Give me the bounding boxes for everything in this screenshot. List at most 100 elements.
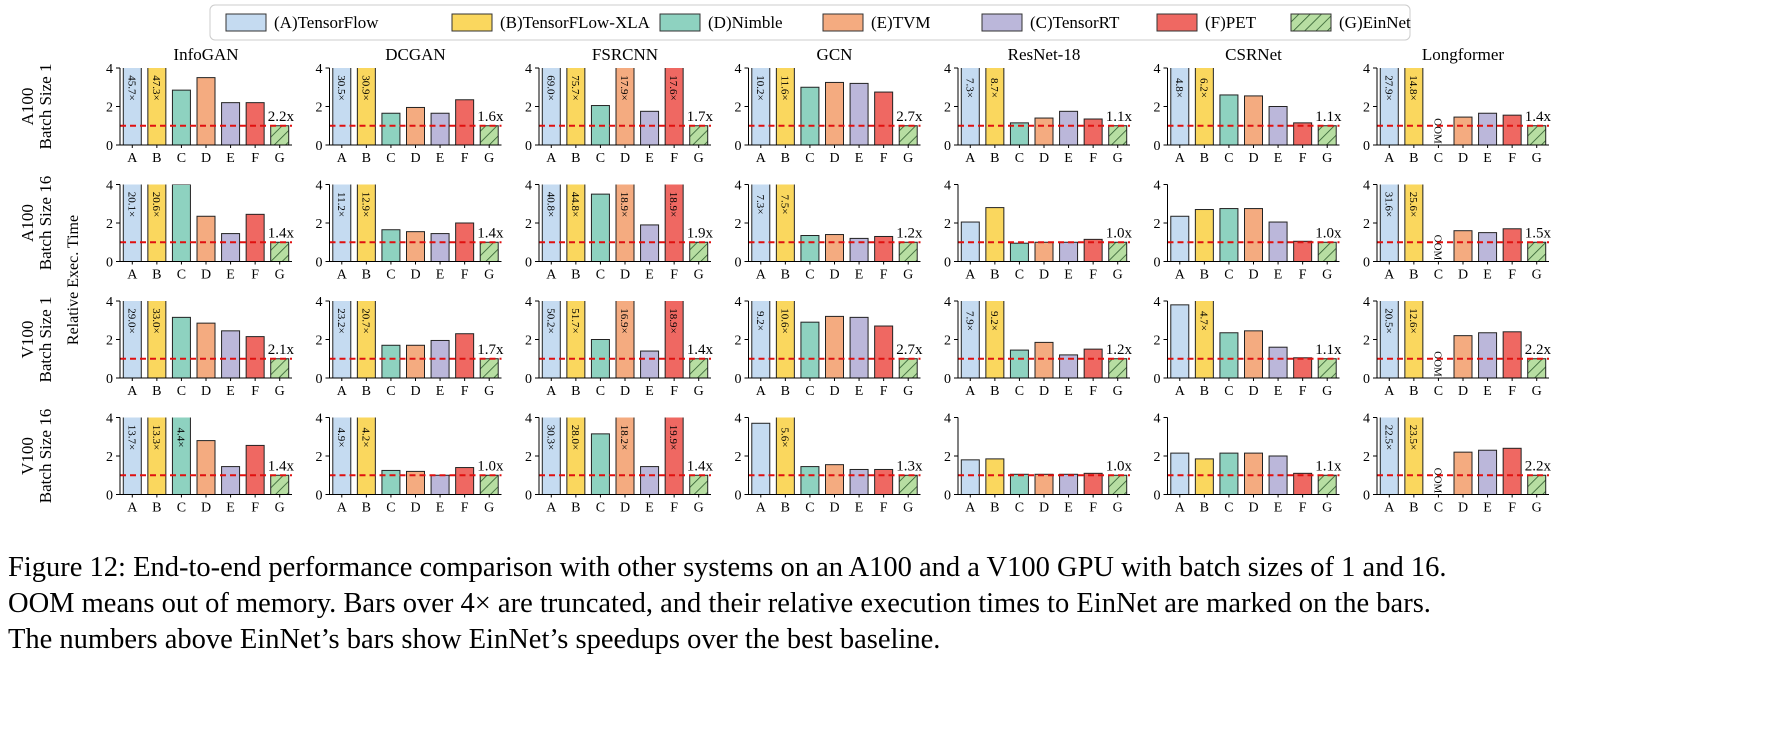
x-tick-label: G	[1113, 151, 1123, 166]
y-tick-label: 4	[944, 295, 951, 310]
x-tick-label: B	[781, 268, 790, 283]
value-label: 33.0×	[150, 308, 162, 333]
bar	[541, 68, 561, 145]
panel: 0 2 4 A B 5.6× C D E F G 1.3x	[735, 412, 924, 516]
y-tick-label: 2	[735, 334, 742, 349]
y-tick-label: 2	[1363, 450, 1370, 465]
value-label: 7.3×	[754, 195, 766, 215]
x-tick-label: G	[1532, 151, 1542, 166]
bar	[751, 68, 771, 145]
y-tick-label: 2	[316, 217, 323, 232]
value-label: 30.3×	[544, 425, 556, 450]
y-tick-label: 4	[106, 179, 113, 194]
value-label: 7.9×	[963, 311, 975, 331]
y-tick-label: 2	[1363, 101, 1370, 116]
speedup-label: 1.0x	[1106, 458, 1133, 474]
x-tick-label: A	[965, 501, 976, 516]
bar	[1527, 358, 1547, 378]
x-tick-label: D	[1248, 384, 1258, 399]
x-tick-label: D	[1458, 151, 1468, 166]
x-tick-label: G	[903, 384, 913, 399]
speedup-label: 1.5x	[1525, 225, 1552, 241]
x-tick-label: E	[645, 384, 654, 399]
bar	[1194, 458, 1214, 495]
bar	[1478, 332, 1498, 378]
x-tick-label: F	[1508, 151, 1516, 166]
bar	[1170, 452, 1190, 495]
x-tick-label: F	[880, 384, 888, 399]
bar	[1293, 240, 1313, 262]
bar	[196, 215, 216, 262]
y-tick-label: 2	[735, 101, 742, 116]
value-label: 17.6×	[667, 75, 679, 100]
speedup-label: 1.2x	[1106, 342, 1133, 358]
x-tick-label: E	[1064, 151, 1073, 166]
bar	[455, 467, 475, 495]
y-tick-label: 4	[525, 179, 532, 194]
x-tick-label: C	[177, 384, 186, 399]
y-tick-label: 4	[1154, 179, 1161, 194]
bar	[245, 213, 265, 262]
y-tick-label: 0	[1154, 489, 1161, 504]
y-tick-label: 0	[106, 489, 113, 504]
x-tick-label: C	[1434, 151, 1443, 166]
y-tick-label: 4	[525, 412, 532, 427]
x-tick-label: F	[670, 501, 678, 516]
value-label: 6.2×	[1197, 78, 1209, 98]
value-label: OOM	[1431, 351, 1443, 377]
x-tick-label: E	[1274, 268, 1283, 283]
bar	[122, 68, 142, 145]
value-label: 23.5×	[1407, 425, 1419, 450]
y-tick-label: 0	[525, 489, 532, 504]
x-tick-label: G	[1532, 501, 1542, 516]
value-label: 4.2×	[359, 428, 371, 448]
x-tick-label: F	[1508, 501, 1516, 516]
y-tick-label: 4	[316, 62, 323, 77]
x-tick-label: B	[781, 384, 790, 399]
x-tick-label: A	[337, 384, 348, 399]
x-tick-label: E	[855, 384, 864, 399]
value-label: 11.6×	[778, 75, 790, 100]
x-tick-label: A	[546, 501, 557, 516]
x-tick-label: F	[880, 151, 888, 166]
x-tick-label: F	[1089, 501, 1097, 516]
bar	[1009, 242, 1029, 262]
legend-label: (A)TensorFlow	[274, 13, 379, 32]
bar	[1527, 474, 1547, 495]
y-tick-label: 2	[316, 450, 323, 465]
speedup-label: 2.2x	[1525, 458, 1552, 474]
bar	[590, 433, 610, 495]
y-tick-label: 2	[316, 101, 323, 116]
bar	[1170, 215, 1190, 262]
row-label: A100	[18, 88, 37, 126]
bar	[1083, 472, 1103, 495]
bars	[1170, 452, 1337, 495]
bar	[1453, 230, 1473, 262]
bar	[332, 301, 352, 378]
bar	[1034, 241, 1054, 262]
y-tick-label: 2	[525, 334, 532, 349]
y-tick-label: 4	[735, 295, 742, 310]
x-tick-label: G	[484, 384, 494, 399]
speedup-label: 2.7x	[896, 342, 923, 358]
bar	[171, 89, 191, 145]
x-tick-label: C	[596, 501, 605, 516]
y-tick-label: 4	[106, 295, 113, 310]
bar	[1502, 331, 1522, 378]
column-title: DCGAN	[385, 45, 445, 64]
x-tick-label: C	[1224, 268, 1233, 283]
bar	[874, 468, 894, 495]
panel: 0 2 4 A B C D E F G 1.1x	[1154, 412, 1343, 516]
bars	[751, 301, 918, 378]
panel: 0 2 4 A 69.0× B 75.7× C D 17.9× E F 17.6× G 1.7x	[525, 62, 714, 166]
x-tick-label: B	[1200, 268, 1209, 283]
panel: 0 2 4 A 11.2× B 12.9× C D E F G 1.4x	[316, 179, 505, 283]
x-tick-label: E	[436, 268, 445, 283]
x-tick-label: D	[620, 268, 630, 283]
x-tick-label: E	[436, 151, 445, 166]
bar	[1379, 68, 1399, 145]
x-tick-label: F	[461, 151, 469, 166]
x-tick-label: D	[829, 384, 839, 399]
bar	[898, 241, 918, 262]
x-tick-label: D	[829, 501, 839, 516]
